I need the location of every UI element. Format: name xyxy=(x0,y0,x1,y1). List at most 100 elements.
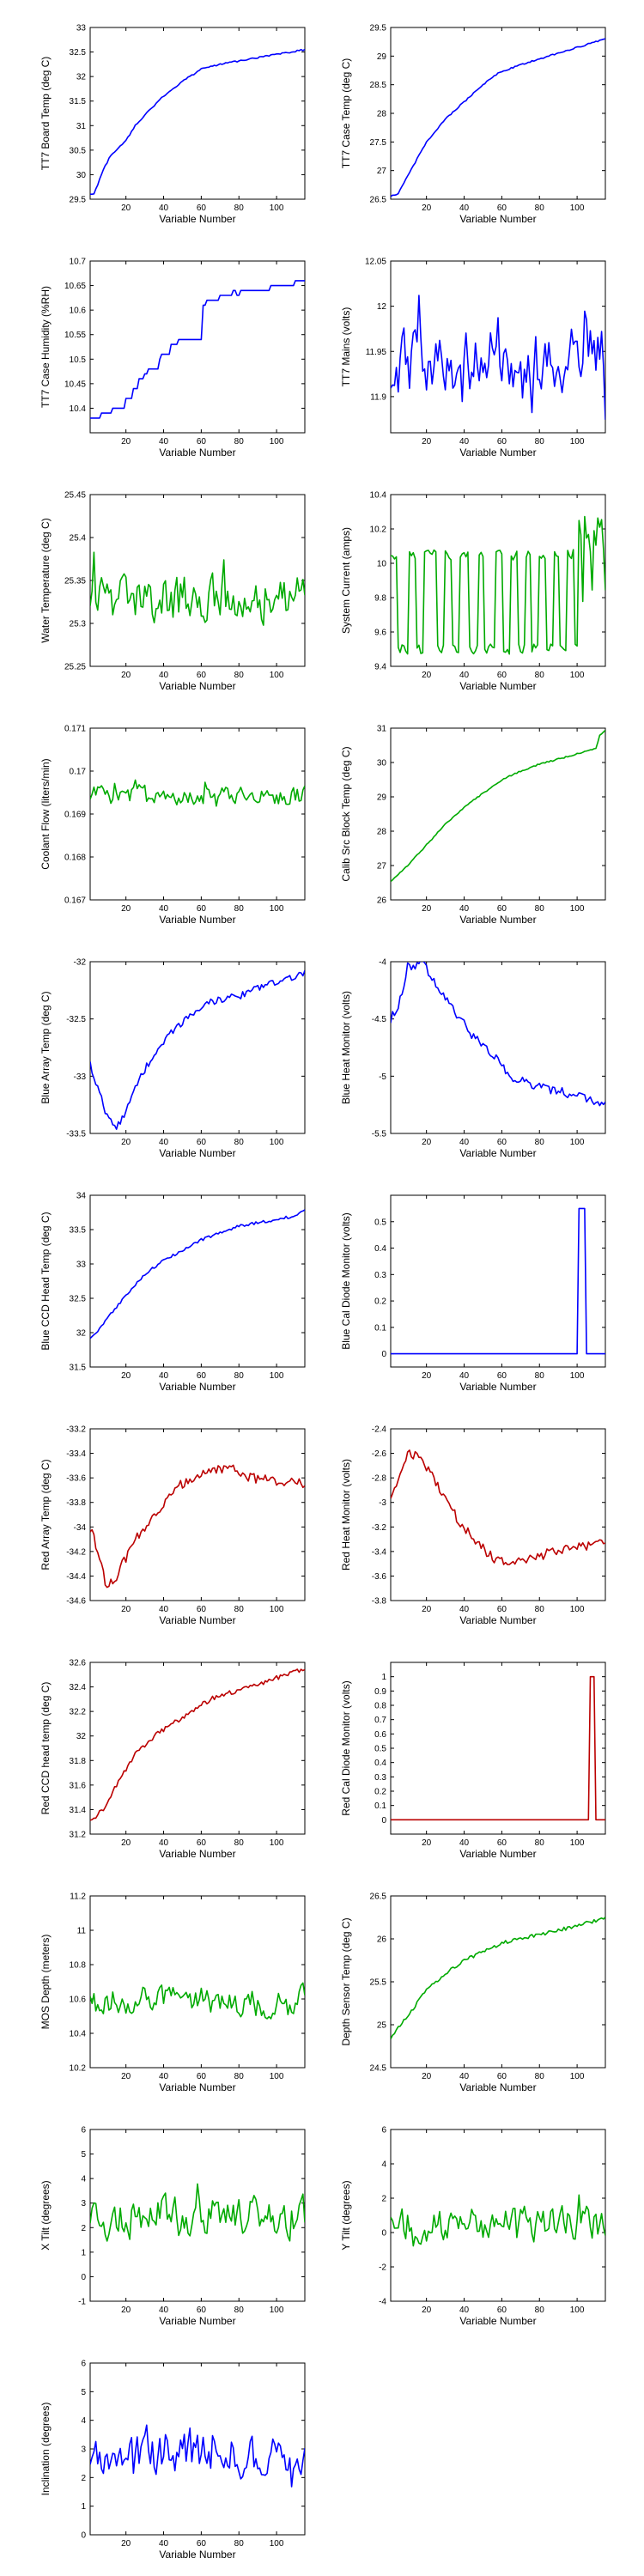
y-tick-label: 27 xyxy=(377,167,387,176)
x-tick-label: 40 xyxy=(159,904,169,914)
chart-panel: 20 40 60 80 100 0.167 0.168 0.169 0.17 0.171 Varia… xyxy=(39,725,306,926)
x-axis-label: Variable Number xyxy=(459,2315,536,2327)
chart-panel: 20 40 60 80 100 11.9 11.95 12 12.05 Variable Numb… xyxy=(340,258,606,459)
y-tick-label: -2 xyxy=(379,2263,386,2273)
y-tick-label: 0.8 xyxy=(374,1702,386,1711)
chart-panel: 20 40 60 80 100 31.5 32 32.5 33 33.5 34 Variable Nu… xyxy=(39,1192,306,1393)
x-tick-label: 20 xyxy=(422,2306,432,2315)
y-tick-label: 30 xyxy=(377,759,387,769)
y-tick-label: 1 xyxy=(381,1673,386,1682)
y-tick-label: 25.35 xyxy=(64,577,86,586)
y-tick-label: 30.5 xyxy=(70,146,87,155)
chart-panel: 20 40 60 80 100 9.4 9.6 9.8 10 10.2 10.4 Variable N… xyxy=(340,491,606,692)
plot-frame xyxy=(89,2362,306,2536)
x-tick-label: 20 xyxy=(422,1838,432,1848)
x-tick-label: 20 xyxy=(121,1838,131,1848)
plot-frame xyxy=(89,494,306,667)
plot-frame xyxy=(89,27,306,200)
y-tick-label: -33.8 xyxy=(66,1498,86,1508)
y-tick-label: 0.7 xyxy=(374,1716,386,1725)
x-tick-label: 100 xyxy=(270,437,284,447)
y-tick-label: 28.5 xyxy=(370,81,387,90)
y-tick-label: 5 xyxy=(81,2150,86,2160)
y-tick-label: 0.171 xyxy=(64,725,86,734)
series-line xyxy=(90,779,305,807)
y-axis-label: Depth Sensor Temp (deg C) xyxy=(340,1917,352,2045)
x-tick-label: 20 xyxy=(422,1605,432,1614)
x-tick-label: 80 xyxy=(234,2539,245,2549)
x-axis-label: Variable Number xyxy=(159,2315,235,2327)
x-tick-label: 60 xyxy=(497,204,507,213)
y-tick-label: 0.3 xyxy=(374,1271,386,1280)
x-axis-label: Variable Number xyxy=(459,1381,536,1393)
y-axis-label: TT7 Mains (volts) xyxy=(340,307,352,387)
y-tick-label: 11.9 xyxy=(370,392,386,402)
x-tick-label: 20 xyxy=(121,2306,131,2315)
x-tick-label: 100 xyxy=(270,2539,284,2549)
x-tick-label: 60 xyxy=(497,437,507,447)
x-tick-label: 60 xyxy=(197,204,207,213)
x-axis-label: Variable Number xyxy=(159,1381,235,1393)
y-axis-label: Red CCD head temp (deg C) xyxy=(39,1682,52,1815)
chart-panel: 20 40 60 80 100 0 0.1 0.2 0.3 0.4 0.5 Variable Numb… xyxy=(340,1194,606,1393)
x-tick-label: 100 xyxy=(270,2306,284,2315)
y-tick-label: 4 xyxy=(381,2160,386,2170)
y-tick-label: 10.55 xyxy=(64,331,86,340)
x-tick-label: 20 xyxy=(121,671,131,680)
y-tick-label: -2.6 xyxy=(372,1449,387,1459)
plot-frame xyxy=(390,1662,606,1835)
x-tick-label: 100 xyxy=(270,1371,284,1381)
x-tick-label: 80 xyxy=(535,437,545,447)
y-tick-label: 0.168 xyxy=(64,854,86,863)
y-axis-label: Red Array Temp (deg C) xyxy=(39,1459,52,1570)
y-tick-label: -2.8 xyxy=(372,1474,387,1484)
y-tick-label: 0.2 xyxy=(374,1788,386,1797)
y-tick-label: -34.2 xyxy=(66,1547,86,1557)
x-tick-label: 20 xyxy=(422,204,432,213)
y-tick-label: 28 xyxy=(377,828,387,837)
x-axis-label: Variable Number xyxy=(459,1848,536,1860)
plot-frame xyxy=(89,1428,306,1601)
y-tick-label: 26 xyxy=(377,1935,387,1945)
y-tick-label: 2 xyxy=(81,2224,86,2233)
x-tick-label: 60 xyxy=(197,1138,207,1147)
x-tick-label: 80 xyxy=(535,1138,545,1147)
x-tick-label: 60 xyxy=(497,671,507,680)
x-tick-label: 80 xyxy=(234,904,245,914)
plot-frame xyxy=(390,260,606,434)
y-tick-label: -4 xyxy=(379,2298,386,2307)
y-tick-label: -33 xyxy=(74,1072,87,1082)
x-tick-label: 100 xyxy=(270,671,284,680)
x-tick-label: 40 xyxy=(459,2072,470,2081)
y-tick-label: 29 xyxy=(377,52,387,62)
chart-panel: 20 40 60 80 100 10.4 10.45 10.5 10.55 10.6 10.65 10… xyxy=(39,258,306,459)
chart-panel: 20 40 60 80 100 31.2 31.4 31.6 31.8 32 32.2 32.4 32.… xyxy=(39,1659,306,1860)
x-tick-label: 100 xyxy=(570,1838,585,1848)
x-axis-label: Variable Number xyxy=(159,1614,235,1626)
x-tick-label: 80 xyxy=(234,1838,245,1848)
y-tick-label: -4.5 xyxy=(372,1015,387,1024)
y-axis-label: TT7 Case Humidity (%RH) xyxy=(39,286,52,408)
x-tick-label: 40 xyxy=(159,204,169,213)
y-tick-label: 9.6 xyxy=(374,629,386,638)
x-tick-label: 60 xyxy=(497,904,507,914)
x-axis-label: Variable Number xyxy=(459,447,536,459)
chart-panel: 20 40 60 80 100 -1 0 1 2 3 4 5 6 Variable Number X Til… xyxy=(39,2126,306,2327)
x-tick-label: 40 xyxy=(159,1838,169,1848)
x-tick-label: 80 xyxy=(535,671,545,680)
y-axis-label: Red Cal Diode Monitor (volts) xyxy=(340,1680,352,1815)
plot-frame xyxy=(390,27,606,200)
series-line xyxy=(90,2424,305,2488)
x-tick-label: 100 xyxy=(570,1138,585,1147)
x-tick-label: 40 xyxy=(159,437,169,447)
chart-panel: 20 40 60 80 100 -4 -2 0 2 4 6 Variable Number Y Tilt… xyxy=(340,2126,606,2327)
plot-frame xyxy=(390,961,606,1134)
x-tick-label: 40 xyxy=(159,1138,169,1147)
series-line xyxy=(391,1449,605,1565)
y-tick-label: 29 xyxy=(377,793,387,803)
x-tick-label: 20 xyxy=(121,204,131,213)
y-tick-label: 31.6 xyxy=(70,1781,87,1790)
x-tick-label: 60 xyxy=(197,2306,207,2315)
x-axis-label: Variable Number xyxy=(159,1848,235,1860)
y-tick-label: -5 xyxy=(379,1072,386,1082)
